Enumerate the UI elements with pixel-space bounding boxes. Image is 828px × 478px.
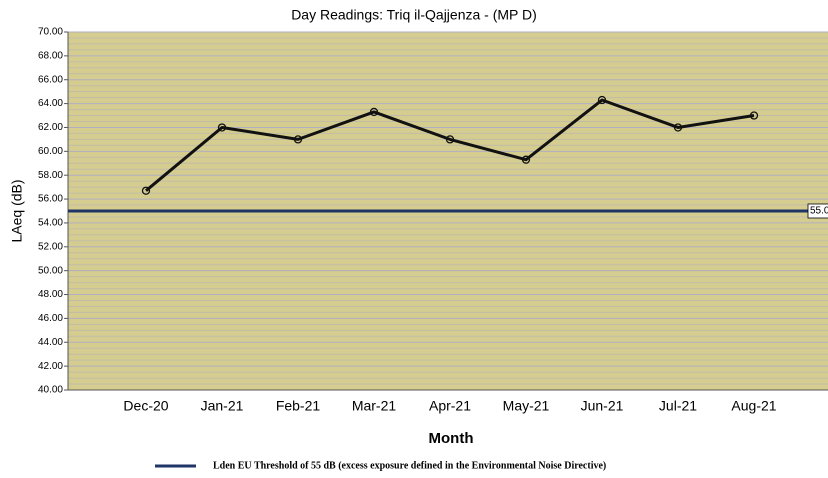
- x-tick-label: Jan-21: [201, 398, 244, 414]
- point: [445, 135, 455, 144]
- x-axis-label: Month: [429, 430, 474, 447]
- x-tick-label: May-21: [503, 398, 550, 414]
- y-tick-label: 62.00: [38, 122, 63, 133]
- x-tick-label: Mar-21: [352, 398, 397, 414]
- y-tick-label: 40.00: [38, 385, 63, 396]
- y-tick-label: 56.00: [38, 194, 63, 205]
- y-tick-label: 48.00: [38, 289, 63, 300]
- y-tick-label: 70.00: [38, 27, 63, 38]
- y-tick-label: 66.00: [38, 74, 63, 85]
- point: [521, 155, 531, 164]
- x-tick-label: Aug-21: [731, 398, 776, 414]
- y-tick-label: 64.00: [38, 98, 63, 109]
- x-tick-label: Jul-21: [659, 398, 697, 414]
- y-tick-label: 44.00: [38, 337, 63, 348]
- y-tick-label: 60.00: [38, 146, 63, 157]
- y-tick-label: 54.00: [38, 218, 63, 229]
- y-tick-label: 42.00: [38, 361, 63, 372]
- point: [673, 123, 683, 132]
- x-tick-label: Jun-21: [581, 398, 624, 414]
- point: [141, 186, 151, 195]
- point: [217, 123, 227, 132]
- point: [749, 111, 759, 120]
- threshold-label: 55.0: [810, 206, 828, 217]
- chart-title: Day Readings: Triq il-Qajjenza - (MP D): [291, 7, 537, 23]
- y-tick-label: 52.00: [38, 241, 63, 252]
- legend-label: Lden EU Threshold of 55 dB (excess expos…: [213, 460, 606, 471]
- point: [597, 95, 607, 105]
- y-tick-label: 46.00: [38, 313, 63, 324]
- x-tick-label: Feb-21: [276, 398, 321, 414]
- x-tick-label: Apr-21: [429, 398, 471, 414]
- y-tick-label: 68.00: [38, 51, 63, 62]
- series-line: [145, 98, 755, 192]
- point: [369, 107, 379, 117]
- point: [293, 135, 303, 144]
- threshold-label-box: [807, 203, 828, 219]
- y-axis-label: LAeq (dB): [9, 179, 25, 242]
- y-tick-label: 50.00: [38, 265, 63, 276]
- y-tick-label: 58.00: [38, 170, 63, 181]
- x-tick-label: Dec-20: [123, 398, 168, 414]
